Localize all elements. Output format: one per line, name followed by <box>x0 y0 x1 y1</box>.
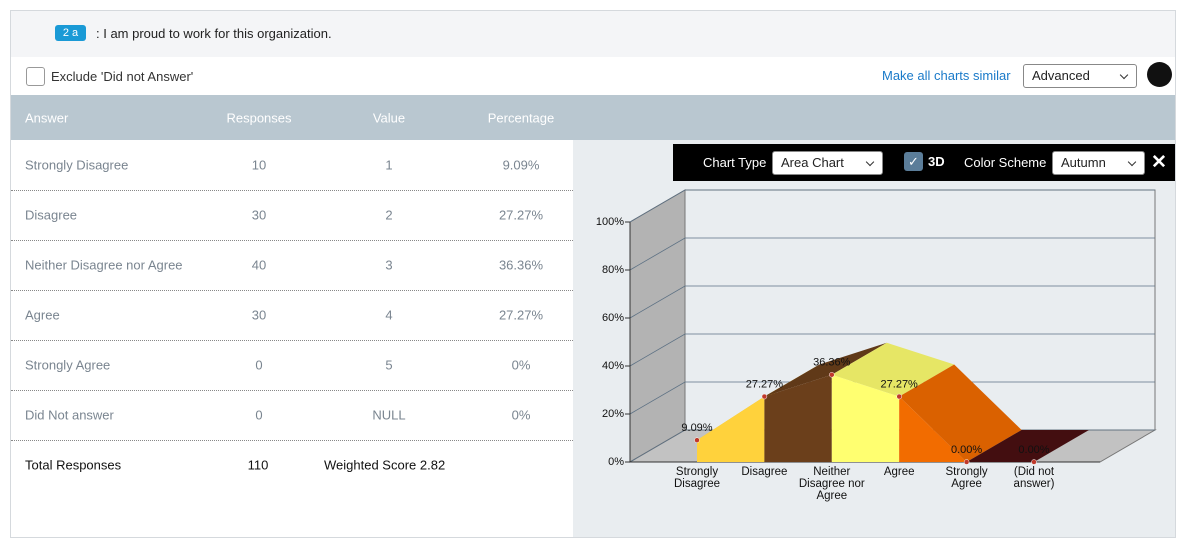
side-wall <box>629 189 686 463</box>
table-cell: NULL <box>372 407 406 423</box>
table-cell: 0% <box>511 407 531 423</box>
y-tick-label: 60% <box>602 312 624 324</box>
table-cell: 40 <box>251 257 267 273</box>
y-tick-label: 40% <box>602 360 624 372</box>
area-top <box>899 364 1022 462</box>
data-point <box>829 371 835 378</box>
table-cell: 0 <box>255 407 263 423</box>
total-label: Total Responses <box>25 457 122 473</box>
exclude-label: Exclude 'Did not Answer' <box>51 69 194 84</box>
table-cell: 0% <box>511 357 531 373</box>
3d-checkbox[interactable]: ✓ <box>904 152 923 171</box>
area-front <box>831 374 900 462</box>
question-bar: 2 a : I am proud to work for this organi… <box>11 11 1175 57</box>
area-top <box>764 342 887 397</box>
row-separator <box>11 390 573 391</box>
table-cell: 5 <box>385 357 393 373</box>
comment-button[interactable] <box>1147 62 1172 87</box>
table-cell: 9.09% <box>502 157 540 173</box>
data-point <box>761 393 768 400</box>
color-scheme-label: Color Scheme <box>964 155 1047 170</box>
chart-type-select[interactable]: Area Chart <box>772 151 883 175</box>
row-separator <box>11 240 573 241</box>
chart-type-label: Chart Type <box>703 155 767 170</box>
table-cell: Strongly Agree <box>25 357 111 373</box>
table-cell: 0 <box>255 357 263 373</box>
table-cell: 1 <box>385 157 393 173</box>
total-responses: 110 <box>247 457 269 473</box>
table-cell: Disagree <box>25 207 78 223</box>
x-tick-label: Strongly Agree <box>945 466 988 490</box>
row-separator <box>11 190 573 191</box>
table-cell: 2 <box>385 207 393 223</box>
table-cell: Neither Disagree nor Agree <box>25 257 183 273</box>
grid-line <box>629 237 1155 271</box>
weighted-score: Weighted Score 2.82 <box>324 457 446 473</box>
chart-controls: Chart Type Area Chart ✓ 3D Color Scheme … <box>673 144 1175 181</box>
data-point <box>1031 459 1037 465</box>
mode-select[interactable]: Advanced <box>1023 64 1137 88</box>
area-front <box>764 374 832 462</box>
table-header <box>11 95 1175 140</box>
column-header: Percentage <box>487 110 555 126</box>
row-separator <box>11 440 573 441</box>
chart: 0% 20% 40% 60% 80% 100% 9.09% 27.27% 36.36% 27.27… <box>596 189 1157 468</box>
panel <box>10 10 1176 538</box>
question-text: : I am proud to work for this organizati… <box>96 26 332 41</box>
table-cell: 30 <box>251 207 267 223</box>
color-scheme-select[interactable]: Autumn <box>1052 151 1145 175</box>
table-cell: 10 <box>251 157 267 173</box>
y-tick-label: 100% <box>596 216 624 228</box>
table-cell: 4 <box>385 307 393 323</box>
x-tick-label: Agree <box>883 466 915 478</box>
table-cell: Did Not answer <box>25 407 114 423</box>
column-header: Value <box>372 110 406 126</box>
value-label: 0.00% <box>951 444 982 456</box>
data-point <box>896 393 902 400</box>
row-separator <box>11 290 573 291</box>
close-button[interactable]: ✕ <box>1151 152 1167 173</box>
x-tick-label: Disagree <box>741 466 788 478</box>
make-similar-link[interactable]: Make all charts similar <box>882 68 1011 83</box>
exclude-checkbox[interactable] <box>26 67 45 86</box>
grid-line <box>629 333 1155 367</box>
value-label: 9.09% <box>681 422 712 434</box>
value-label: 27.27% <box>881 378 919 390</box>
table-cell: 3 <box>385 257 393 273</box>
x-tick-label: Neither Disagree nor Agree <box>798 466 865 502</box>
column-header: Responses <box>226 110 292 126</box>
data-point <box>963 459 970 465</box>
grid-line <box>629 381 1155 415</box>
column-header: Answer <box>25 110 69 126</box>
y-tick-label: 20% <box>602 408 624 420</box>
table-cell: Strongly Disagree <box>25 157 129 173</box>
area-front <box>899 396 967 462</box>
value-label: 36.36% <box>813 357 851 369</box>
area-top <box>966 430 1089 462</box>
question-badge: 2 a <box>55 25 86 41</box>
table-cell: Agree <box>25 307 60 323</box>
y-tick-label: 0% <box>608 456 624 468</box>
data-point <box>694 437 700 443</box>
table-cell: 30 <box>251 307 267 323</box>
table-cell: 27.27% <box>498 207 544 223</box>
table-cell: 36.36% <box>498 257 544 273</box>
value-label: 0.00% <box>1018 444 1049 456</box>
area-top <box>831 342 955 397</box>
value-label: 27.27% <box>746 378 784 390</box>
grid-line <box>629 189 1155 223</box>
area-front <box>697 396 765 462</box>
x-tick-label: Strongly Disagree <box>673 466 721 490</box>
3d-label: 3D <box>928 154 945 169</box>
x-tick-label: (Did not answer) <box>1013 466 1055 490</box>
table-cell: 27.27% <box>498 307 544 323</box>
y-tick-label: 80% <box>602 264 624 276</box>
grid-line <box>629 285 1155 319</box>
row-separator <box>11 340 573 341</box>
